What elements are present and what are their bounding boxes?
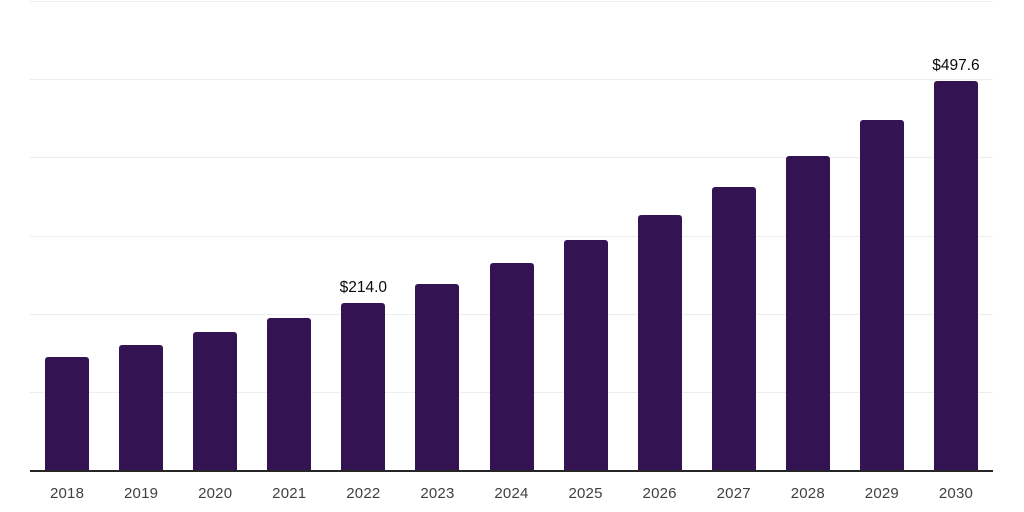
gridline-500 — [30, 79, 993, 81]
x-tick-2022: 2022 — [346, 485, 381, 502]
bar-2021 — [267, 318, 312, 470]
bar-2022 — [341, 302, 386, 470]
bar-2019 — [119, 344, 164, 470]
x-tick-2025: 2025 — [568, 485, 603, 502]
x-tick-2024: 2024 — [494, 485, 529, 502]
x-tick-2028: 2028 — [790, 485, 825, 502]
bar-2023 — [415, 283, 460, 470]
value-label-2022: $214.0 — [339, 278, 388, 296]
x-tick-2027: 2027 — [716, 485, 751, 502]
bar-2028 — [785, 155, 830, 470]
bar-2029 — [859, 119, 904, 470]
value-label-2030: $497.6 — [932, 57, 980, 75]
bar-2030 — [933, 81, 978, 470]
gridline-300 — [30, 235, 993, 237]
bar-2025 — [563, 240, 608, 470]
bar-2018 — [45, 356, 90, 470]
bar-2026 — [637, 215, 682, 470]
bar-2020 — [193, 332, 238, 470]
x-tick-2026: 2026 — [642, 485, 677, 502]
x-axis-line — [30, 470, 993, 472]
x-tick-2030: 2030 — [938, 485, 974, 502]
gridline-400 — [30, 157, 993, 159]
x-tick-2018: 2018 — [49, 485, 85, 502]
x-tick-2019: 2019 — [124, 485, 159, 502]
x-tick-2020: 2020 — [198, 485, 233, 502]
x-tick-2023: 2023 — [420, 485, 455, 502]
x-tick-2029: 2029 — [864, 485, 899, 502]
gridline-600 — [30, 1, 993, 2]
bar-2027 — [711, 187, 756, 470]
bar-2024 — [489, 262, 534, 470]
x-tick-2021: 2021 — [272, 485, 307, 502]
